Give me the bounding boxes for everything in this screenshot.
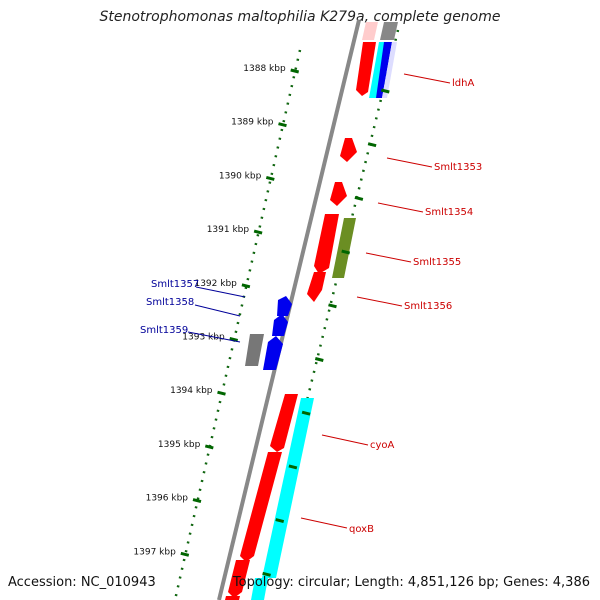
gene-feature	[380, 22, 398, 40]
kbp-label: 1397 kbp	[133, 547, 176, 557]
topology-label: Topology: circular; Length: 4,851,126 bp…	[232, 575, 590, 590]
outer-scale-tick	[328, 303, 337, 309]
kbp-label: 1393 kbp	[182, 333, 225, 343]
gene-feature	[340, 138, 357, 162]
left-gene-labels: Smlt1357 Smlt1358 Smlt1359	[140, 279, 246, 343]
kbp-tick	[229, 337, 239, 342]
gene-feature	[356, 42, 376, 96]
gene-label-Smlt1357: Smlt1357	[151, 279, 199, 290]
leader-line-Smlt1356	[356, 296, 403, 307]
outer-scale-tick	[275, 518, 285, 524]
gene-label-Smlt1356: Smlt1356	[404, 301, 452, 312]
leader-line-Smlt1359	[187, 331, 241, 343]
leader-line-Smlt1354	[377, 202, 424, 213]
gene-label-cyoA: cyoA	[370, 440, 395, 451]
leader-line-Smlt1358	[194, 304, 241, 317]
outer-scale-tick	[380, 88, 390, 94]
accession-label: Accession: NC_010943	[8, 575, 156, 590]
gene-label-Smlt1355: Smlt1355	[413, 257, 461, 268]
gene-feature	[376, 42, 392, 98]
map-title: Stenotrophomonas maltophilia K279a, comp…	[99, 9, 501, 25]
gene-feature	[362, 22, 378, 40]
right-gene-labels: ldhA Smlt1353 Smlt1354 Smlt1355 Smlt1356…	[300, 73, 482, 535]
gene-feature	[245, 334, 264, 366]
leader-line-cyoA	[321, 434, 369, 446]
kbp-label: 1395 kbp	[158, 440, 201, 450]
kbp-tick	[278, 122, 287, 128]
leader-line-Smlt1353	[386, 157, 433, 168]
leader-line-ldhA	[403, 73, 451, 84]
kbp-tick	[217, 390, 226, 396]
gene-feature	[263, 336, 283, 370]
outer-scale-tick	[301, 410, 311, 416]
gene-feature	[270, 394, 298, 452]
kbp-tick	[204, 444, 214, 450]
kbp-tick	[290, 68, 300, 74]
kbp-label: 1396 kbp	[146, 494, 189, 504]
gene-feature	[225, 596, 240, 600]
gene-feature	[307, 272, 326, 302]
gene-feature	[330, 182, 347, 206]
kbp-tick	[253, 229, 263, 235]
outer-scale-tick	[341, 249, 351, 255]
gene-label-Smlt1354: Smlt1354	[425, 207, 473, 218]
kbp-label: 1392 kbp	[194, 279, 237, 289]
kbp-label: 1394 kbp	[170, 386, 213, 396]
outer-scale-tick	[314, 357, 324, 362]
outer-scale-tick	[354, 195, 364, 201]
kbp-scale: 1388 kbp 1389 kbp 1390 kbp 1391 kbp 1392 kbp…	[133, 64, 390, 577]
kbp-tick	[265, 175, 275, 181]
kbp-label: 1390 kbp	[219, 171, 262, 181]
kbp-tick	[192, 498, 202, 504]
gene-label-Smlt1358: Smlt1358	[146, 297, 194, 308]
leader-line-qoxB	[300, 517, 348, 529]
outer-scale-tick	[288, 464, 298, 470]
gene-feature	[228, 560, 250, 598]
kbp-label: 1388 kbp	[243, 64, 286, 74]
gene-feature	[262, 398, 314, 578]
outer-scale-tick	[262, 571, 271, 577]
gene-label-Smlt1353: Smlt1353	[434, 162, 482, 173]
gene-feature	[314, 214, 339, 274]
gene-feature	[240, 452, 282, 562]
kbp-label: 1389 kbp	[231, 118, 274, 128]
gene-label-ldhA: ldhA	[452, 78, 474, 89]
gene-label-Smlt1359: Smlt1359	[140, 325, 188, 336]
gene-feature	[272, 314, 288, 336]
kbp-label: 1391 kbp	[207, 225, 250, 235]
gene-feature	[382, 42, 397, 98]
leader-line-Smlt1357	[195, 286, 246, 298]
kbp-tick	[180, 551, 190, 557]
gene-feature	[332, 218, 356, 278]
gene-feature	[251, 578, 268, 600]
gene-label-qoxB: qoxB	[349, 524, 374, 535]
gene-feature	[277, 296, 292, 316]
leader-line-Smlt1355	[365, 252, 412, 263]
kbp-tick	[241, 283, 251, 289]
outer-scale-tick	[367, 142, 377, 148]
